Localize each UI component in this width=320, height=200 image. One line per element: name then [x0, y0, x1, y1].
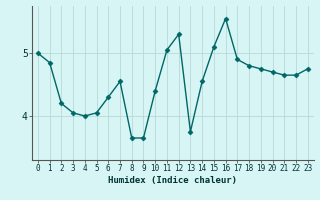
- X-axis label: Humidex (Indice chaleur): Humidex (Indice chaleur): [108, 176, 237, 185]
